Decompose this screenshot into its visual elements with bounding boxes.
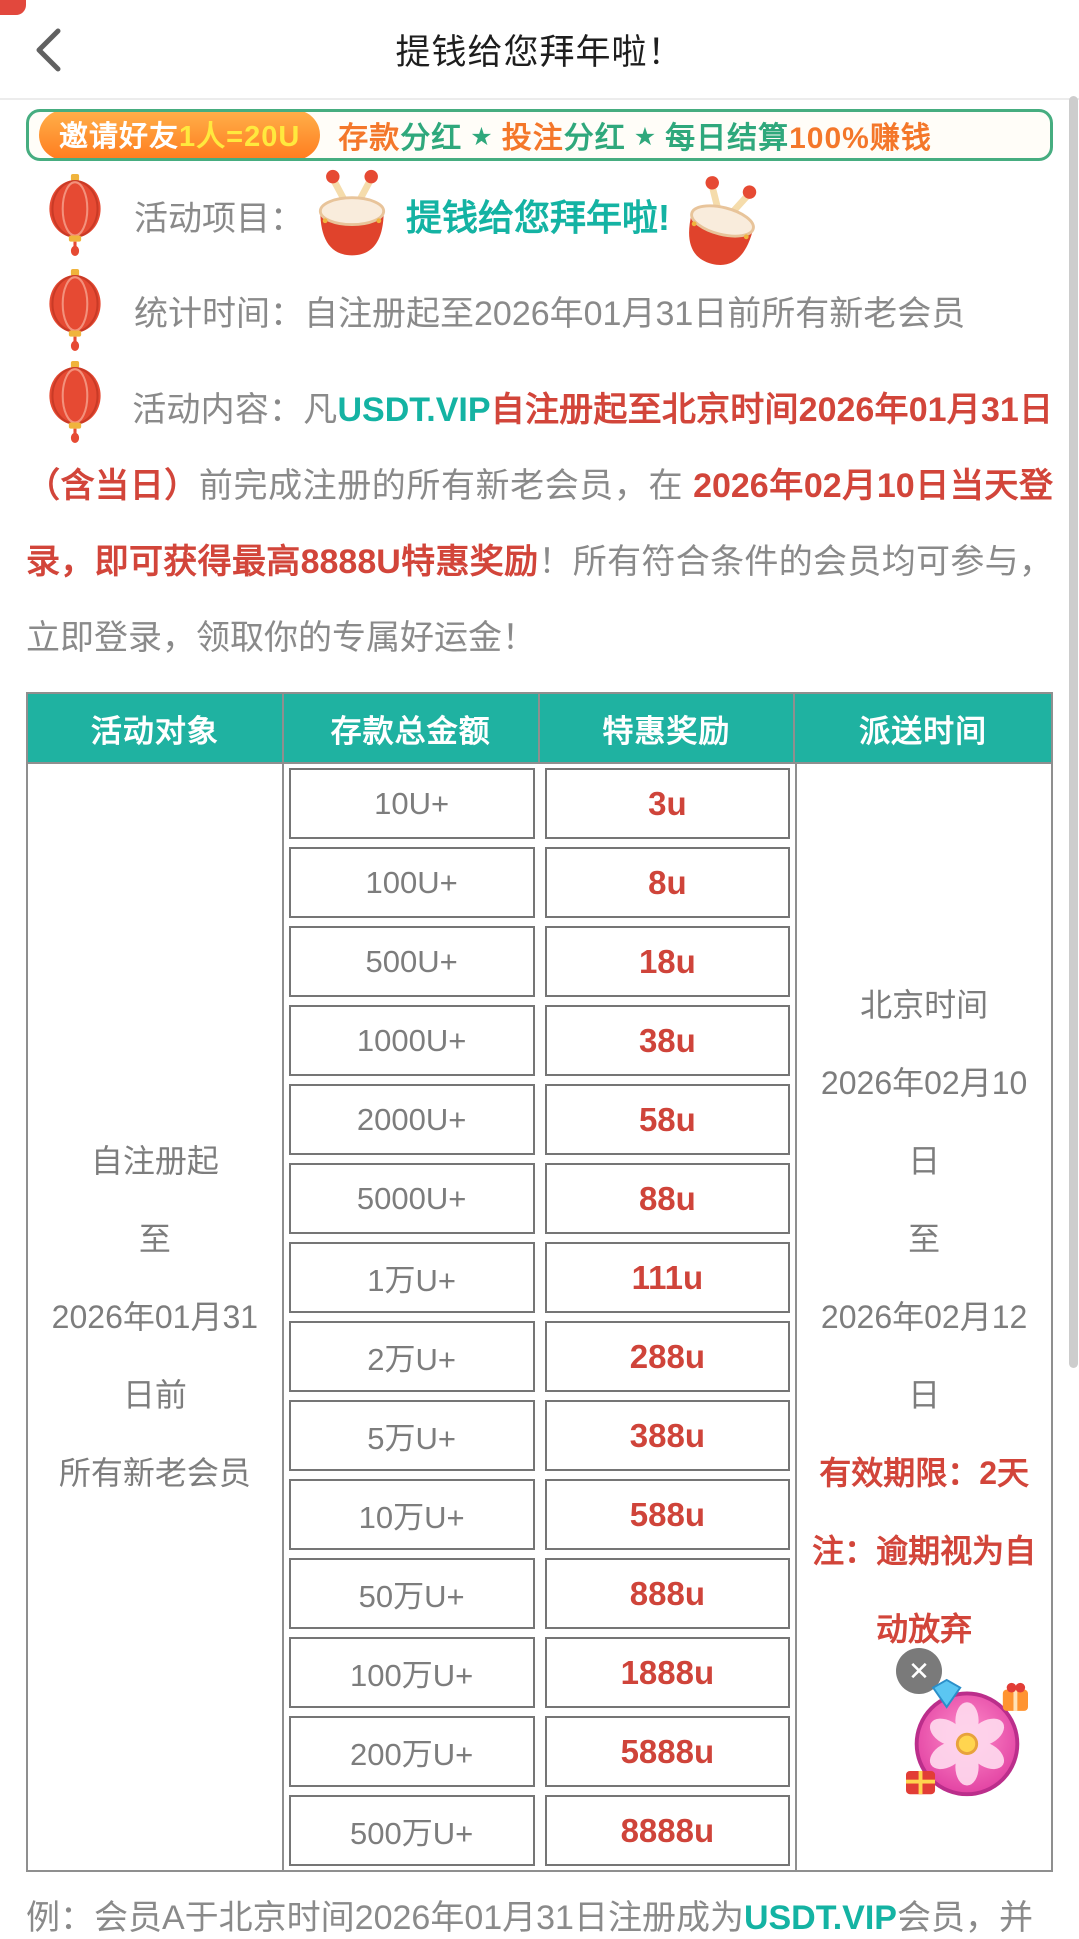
delivery-cell: 北京时间 2026年02月10 日至 2026年02月12 日 有效期限：2天 注：逾期视…	[795, 764, 1051, 1870]
stat-time-value: 自注册起至2026年01月31日前所有新老会员	[304, 294, 966, 333]
drum-icon	[318, 169, 386, 256]
deposit-amount-cell: 1万U+	[288, 1242, 535, 1313]
lantern-icon	[49, 269, 101, 351]
activity-content: 活动内容：凡USDT.VIP自注册起至北京时间2026年01月31日（含当日）前…	[26, 361, 1053, 676]
reward-value-cell: 58u	[544, 1084, 791, 1155]
reward-value-cell: 1888u	[544, 1637, 791, 1708]
activity-item-label: 活动项目：	[134, 199, 304, 238]
reward-table: 活动对象 存款总金额 特惠奖励 派送时间 自注册起至 2026年01月31 日前 所有…	[26, 692, 1053, 1872]
deposit-amount-cell: 1000U+	[288, 1005, 535, 1076]
lantern-icon	[49, 174, 101, 256]
deposit-amount-cell: 100万U+	[288, 1637, 535, 1708]
page-title: 提钱给您拜年啦！	[395, 32, 684, 72]
reward-value-cell: 38u	[544, 1005, 791, 1076]
audience-cell: 自注册起至 2026年01月31 日前 所有新老会员	[28, 764, 284, 1870]
back-button[interactable]	[24, 22, 72, 78]
banner-slogan: 存款分红 ★ 投注分红 ★ 每日结算100%赚钱	[338, 122, 932, 155]
invite-pill: 邀请好友1人=20U	[39, 112, 321, 158]
deposit-amount-cell: 2000U+	[288, 1084, 535, 1155]
lantern-icon	[49, 361, 101, 443]
red-gift-icon	[906, 1770, 936, 1795]
app-header: 提钱给您拜年啦！	[0, 0, 1079, 100]
deposit-amount-cell: 50万U+	[288, 1558, 535, 1629]
activity-info: 活动项目： 提钱给您拜年啦!	[26, 167, 1053, 676]
example-text: 例：会员A于北京时间2026年01月31日注册成为USDT.VIP会员，并	[26, 1899, 1033, 1937]
reward-value-cell: 111u	[544, 1242, 791, 1313]
gem-pointer-icon	[931, 1678, 962, 1709]
reward-value-cell: 18u	[544, 926, 791, 997]
drum-icon	[689, 176, 757, 265]
deposit-amount-cell: 5万U+	[288, 1400, 535, 1471]
col-header-reward: 特惠奖励	[540, 694, 796, 762]
col-header-deposit: 存款总金额	[284, 694, 540, 762]
close-icon: ✕	[908, 1656, 930, 1686]
back-chevron-icon	[36, 28, 61, 72]
orange-gift-icon	[1002, 1682, 1028, 1711]
reward-value-cell: 8888u	[544, 1795, 791, 1866]
promo-banner[interactable]: 邀请好友1人=20U 存款分红 ★ 投注分红 ★ 每日结算100%赚钱	[26, 109, 1053, 161]
stat-time-label: 统计时间：	[134, 294, 304, 333]
reward-table-body: 自注册起至 2026年01月31 日前 所有新老会员 北京时间 2026年02月10 日至…	[28, 764, 1051, 1870]
reward-value-cell: 8u	[544, 847, 791, 918]
reward-value-cell: 588u	[544, 1479, 791, 1550]
stat-time-row: 统计时间：自注册起至2026年01月31日前所有新老会员	[26, 269, 1053, 351]
deposit-amount-cell: 10万U+	[288, 1479, 535, 1550]
delivery-dates: 北京时间 2026年02月10 日至 2026年02月12 日	[820, 987, 1028, 1413]
scrollbar-thumb[interactable]	[1069, 96, 1078, 1368]
activity-content-text: 活动内容：凡USDT.VIP自注册起至北京时间2026年01月31日（含当日）前…	[26, 391, 1054, 657]
deposit-amount-cell: 2万U+	[288, 1321, 535, 1392]
deposit-amount-cell: 5000U+	[288, 1163, 535, 1234]
deposit-amount-cell: 200万U+	[288, 1716, 535, 1787]
reward-value-cell: 88u	[544, 1163, 791, 1234]
activity-item-row: 活动项目： 提钱给您拜年啦!	[26, 167, 1053, 265]
col-header-audience: 活动对象	[28, 694, 284, 762]
floating-widget: ✕	[886, 1648, 1046, 1803]
activity-item-value: 提钱给您拜年啦!	[406, 197, 670, 238]
reward-value-cell: 5888u	[544, 1716, 791, 1787]
delivery-notes: 有效期限：2天 注：逾期视为自 动放弃	[812, 1455, 1037, 1647]
col-header-delivery: 派送时间	[859, 713, 988, 749]
reward-value-cell: 888u	[544, 1558, 791, 1629]
deposit-amount-cell: 100U+	[288, 847, 535, 918]
corner-mark	[0, 0, 26, 15]
deposit-amount-cell: 500U+	[288, 926, 535, 997]
deposit-amount-cell: 500万U+	[288, 1795, 535, 1866]
invite-pill-highlight: 1人=20U	[179, 121, 301, 153]
prize-wheel-icon[interactable]	[902, 1678, 1032, 1800]
reward-value-cell: 3u	[544, 768, 791, 839]
reward-value-cell: 388u	[544, 1400, 791, 1471]
deposit-amount-cell: 10U+	[288, 768, 535, 839]
reward-value-cell: 288u	[544, 1321, 791, 1392]
reward-table-header: 活动对象 存款总金额 特惠奖励 派送时间	[28, 694, 1051, 764]
invite-pill-text: 邀请好友	[59, 121, 180, 153]
